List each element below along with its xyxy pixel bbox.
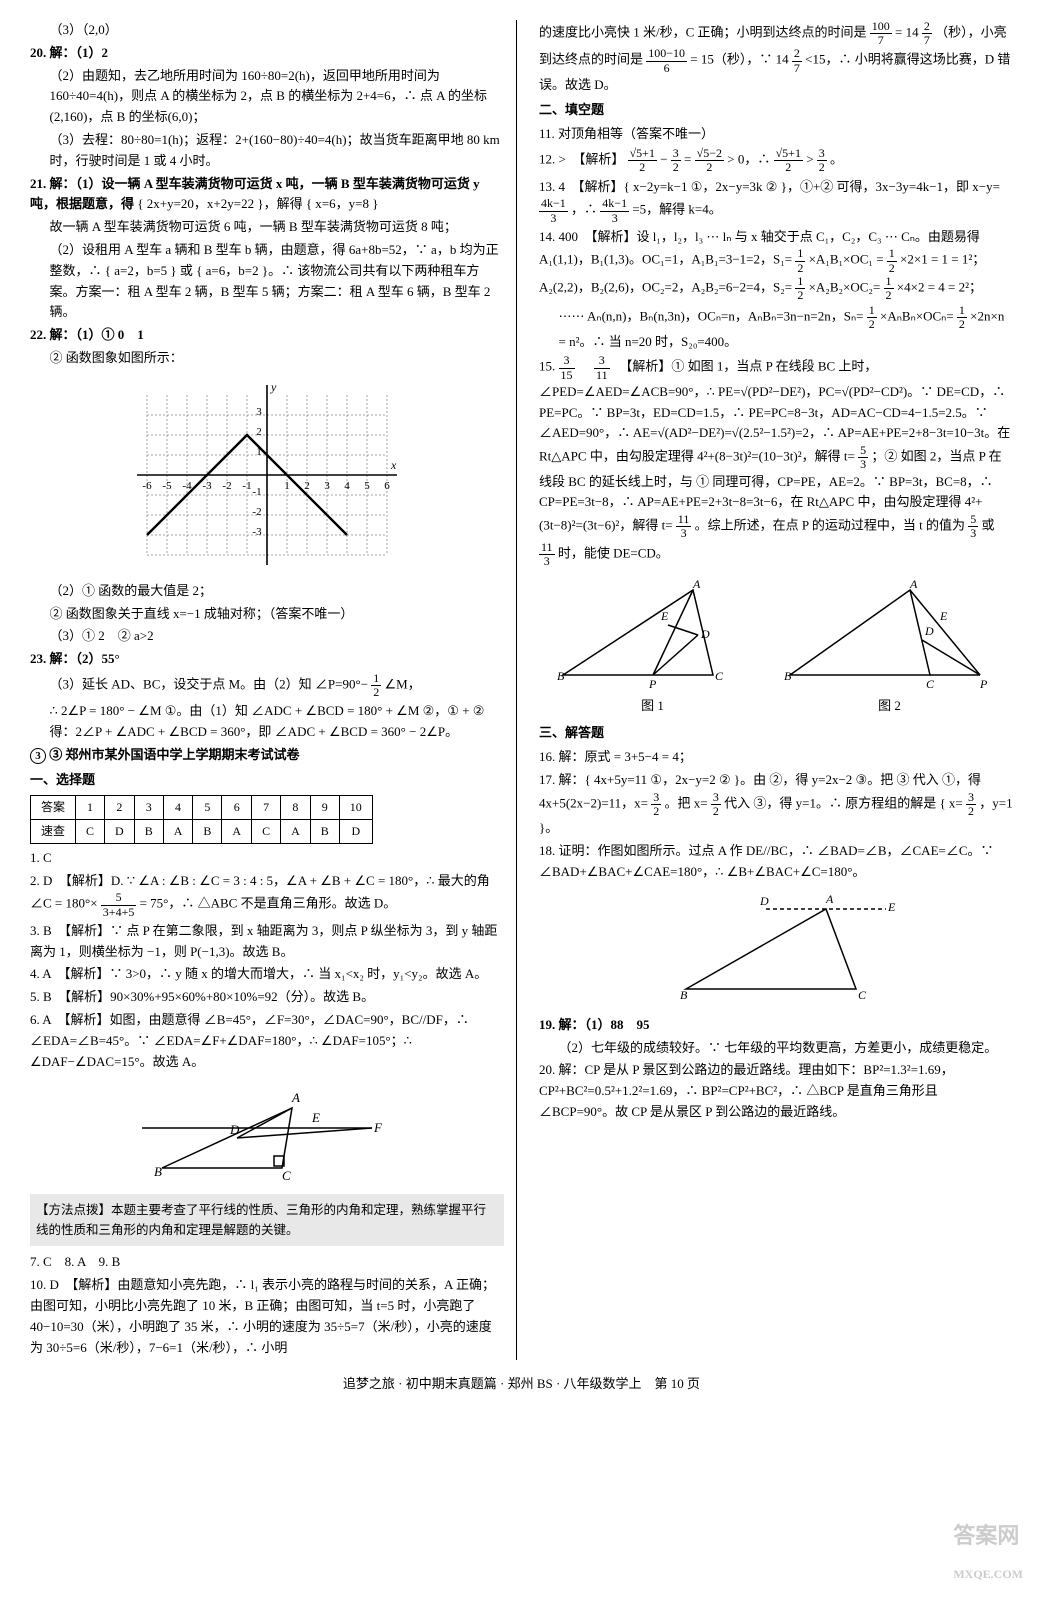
q18: 18. 证明：作图如图所示。过点 A 作 DE//BC，∴ ∠BAD=∠B，∠C…	[539, 841, 1013, 883]
svg-text:-3: -3	[202, 480, 212, 492]
q23-3b: ∴ 2∠P = 180° − ∠M ①。由（1）知 ∠ADC + ∠BCD = …	[50, 701, 505, 743]
svg-text:D: D	[700, 627, 710, 641]
svg-text:-1: -1	[242, 480, 251, 492]
svg-text:3: 3	[256, 406, 262, 418]
q14: 14. 400 【解析】设 l₁，l₂，l₃ ⋯ lₙ 与 x 轴交于点 C₁，…	[539, 227, 1013, 303]
q22-head: 22. 解：（1）① 0 1	[30, 325, 504, 346]
q5: 5. B 【解析】90×30%+95×60%+80×10%=92（分）。故选 B…	[30, 987, 504, 1008]
q21-1b: 故一辆 A 型车装满货物可运货 6 吨，一辆 B 型车装满货物可运货 8 吨；	[50, 217, 505, 238]
exam-title: 3 ③ 郑州市某外国语中学上学期期末考试试卷	[30, 745, 504, 766]
svg-text:A: A	[692, 580, 701, 591]
q19-3: （3）（2,0）	[50, 20, 505, 41]
svg-text:P: P	[979, 677, 988, 690]
q11: 11. 对顶角相等（答案不唯一）	[539, 124, 1013, 145]
q22-graph: x y -6 -5 -4 -3 -2 -1 1 2 3 4 5 6 1 2 3 -1 -2 -3	[117, 375, 417, 575]
svg-text:y: y	[270, 380, 277, 394]
q23-head: 23. 解：（2）55°	[30, 649, 504, 670]
svg-text:4: 4	[344, 480, 350, 492]
q20-3: （3）去程：80÷80=1(h)；返程：2+(160−80)÷40=4(h)；故…	[50, 130, 505, 172]
svg-text:B: B	[680, 988, 688, 1002]
svg-text:-5: -5	[162, 480, 172, 492]
q6: 6. A 【解析】如图，由题意得 ∠B=45°，∠F=30°，∠DAC=90°，…	[30, 1010, 504, 1072]
section-1-title: 一、选择题	[30, 770, 504, 791]
svg-text:E: E	[939, 609, 948, 623]
q22-2b: ② 函数图象关于直线 x=−1 成轴对称；（答案不唯一）	[50, 604, 505, 625]
q13: 13. 4 【解析】{ x−2y=k−1 ①，2x−y=3k ② }，①+② 可…	[539, 177, 1013, 225]
section-2-title: 二、填空题	[539, 100, 1013, 121]
svg-text:2: 2	[304, 480, 310, 492]
q21-head: 21. 解：（1）设一辆 A 型车装满货物可运货 x 吨，一辆 B 型车装满货物…	[30, 174, 504, 216]
q10-cont: 的速度比小亮快 1 米/秒，C 正确；小明到达终点的时间是 1007 = 14 …	[539, 20, 1013, 96]
q7-9: 7. C 8. A 9. B	[30, 1252, 504, 1273]
svg-text:5: 5	[364, 480, 370, 492]
svg-text:A: A	[909, 580, 918, 591]
svg-text:-2: -2	[252, 506, 261, 518]
q15-figures: ABC PDE 图 1 ABC PDE 图 2	[539, 574, 1013, 717]
q6-figure: A B C D E F	[142, 1078, 392, 1188]
q10: 10. D 【解析】由题意知小亮先跑，∴ l₁ 表示小亮的路程与时间的关系，A …	[30, 1275, 504, 1358]
svg-text:3: 3	[324, 480, 330, 492]
q19-head: 19. 解：（1）88 95	[539, 1015, 1013, 1036]
svg-text:E: E	[311, 1110, 320, 1125]
svg-text:x: x	[390, 458, 397, 472]
svg-text:D: D	[924, 624, 934, 638]
q3: 3. B 【解析】∵ 点 P 在第二象限，到 x 轴距离为 3，则点 P 纵坐标…	[30, 921, 504, 963]
svg-text:-4: -4	[182, 480, 192, 492]
left-column: （3）（2,0） 20. 解：（1）2 （2）由题知，去乙地所用时间为 160÷…	[30, 20, 517, 1360]
svg-text:B: B	[784, 669, 792, 683]
svg-text:-6: -6	[142, 480, 152, 492]
q19-2: （2）七年级的成绩较好。∵ 七年级的平均数更高，方差更小，成绩更稳定。	[559, 1038, 1014, 1059]
section-3-title: 三、解答题	[539, 723, 1013, 744]
svg-text:F: F	[373, 1120, 383, 1135]
svg-text:D: D	[759, 894, 769, 908]
q22-1b: ② 函数图象如图所示：	[50, 348, 505, 369]
q12: 12. > 【解析】 √5+12 − 32 = √5−22 > 0，∴ √5+1…	[539, 147, 1013, 174]
svg-text:B: B	[154, 1164, 162, 1179]
q15-fig1: A B C P D E	[553, 580, 753, 690]
method-box: 【方法点拨】本题主要考查了平行线的性质、三角形的内角和定理，熟练掌握平行线的性质…	[30, 1194, 504, 1246]
svg-text:1: 1	[284, 480, 290, 492]
svg-text:6: 6	[384, 480, 390, 492]
svg-text:P: P	[648, 677, 657, 690]
q22-2: （2）① 函数的最大值是 2；	[50, 581, 505, 602]
q20-head: 20. 解：（1）2	[30, 43, 504, 64]
svg-text:-2: -2	[222, 480, 231, 492]
q15: 15. 315 311 【解析】① 如图 1，当点 P 在线段 BC 上时，∠P…	[539, 354, 1013, 567]
q20-2: （2）由题知，去乙地所用时间为 160÷80=2(h)，返回甲地所用时间为 16…	[50, 66, 505, 128]
svg-text:A: A	[825, 892, 834, 906]
svg-text:A: A	[291, 1090, 300, 1105]
svg-text:1: 1	[256, 446, 262, 458]
svg-text:C: C	[858, 988, 867, 1002]
svg-text:C: C	[282, 1168, 291, 1183]
svg-text:-3: -3	[252, 526, 262, 538]
q1: 1. C	[30, 848, 504, 869]
q21-2: （2）设租用 A 型车 a 辆和 B 型车 b 辆，由题意，得 6a+8b=52…	[50, 240, 505, 323]
svg-text:-1: -1	[252, 486, 261, 498]
answer-table: 答案 12345678910 速查 CDBABACABD	[30, 795, 373, 844]
q4: 4. A 【解析】∵ 3>0，∴ y 随 x 的增大而增大，∴ 当 x₁<x₂ …	[30, 964, 504, 985]
q22-3: （3）① 2 ② a>2	[50, 626, 505, 647]
q15-fig2: A B C P DE	[780, 580, 1000, 690]
q20r: 20. 解：CP 是从 P 景区到公路边的最近路线。理由如下：BP²=1.3²=…	[539, 1060, 1013, 1122]
svg-text:B: B	[557, 669, 565, 683]
svg-text:D: D	[229, 1122, 240, 1137]
q14e: ⋯⋯ Aₙ(n,n)，Bₙ(n,3n)，OCₙ=n，AₙBₙ=3n−n=2n，S…	[559, 304, 1014, 352]
q23-3: （3）延长 AD、BC，设交于点 M。由（2）知 ∠P=90°− 12 ∠M，	[50, 672, 505, 699]
svg-text:C: C	[926, 677, 935, 690]
svg-text:C: C	[715, 669, 724, 683]
q17: 17. 解：{ 4x+5y=11 ①，2x−y=2 ② }。由 ②，得 y=2x…	[539, 770, 1013, 839]
q2: 2. D 【解析】D. ∵ ∠A : ∠B : ∠C = 3 : 4 : 5，∠…	[30, 871, 504, 919]
svg-text:E: E	[887, 900, 896, 914]
q18-figure: A B C D E	[656, 889, 896, 1009]
watermark: 答案网 MXQE.COM	[953, 1518, 1023, 1588]
svg-text:2: 2	[256, 426, 262, 438]
page-footer: 追梦之旅 · 初中期末真题篇 · 郑州 BS · 八年级数学上 第 10 页	[30, 1374, 1013, 1395]
svg-text:E: E	[660, 609, 669, 623]
q16: 16. 解：原式 = 3+5−4 = 4；	[539, 747, 1013, 768]
right-column: 的速度比小亮快 1 米/秒，C 正确；小明到达终点的时间是 1007 = 14 …	[527, 20, 1013, 1360]
